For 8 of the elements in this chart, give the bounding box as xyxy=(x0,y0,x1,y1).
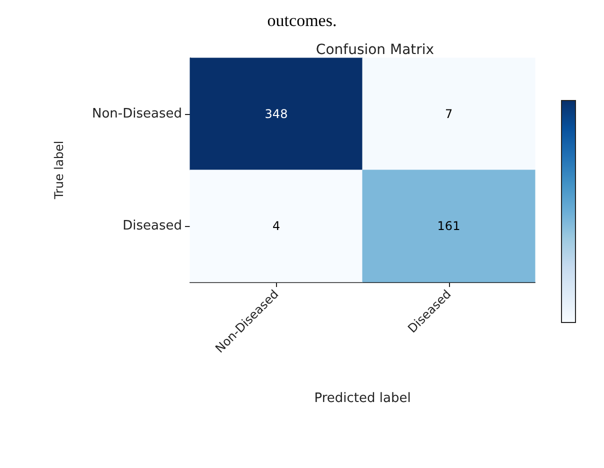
chart-title: Confusion Matrix xyxy=(316,42,434,58)
y-axis-title: True label xyxy=(52,140,66,200)
data-label: 348 xyxy=(264,107,288,121)
data-label: 7 xyxy=(444,107,453,121)
x-axis-title: Predicted label xyxy=(314,391,411,406)
data-label: 4 xyxy=(272,219,280,233)
data-label: 161 xyxy=(437,219,460,233)
text: outcomes. xyxy=(267,11,337,30)
